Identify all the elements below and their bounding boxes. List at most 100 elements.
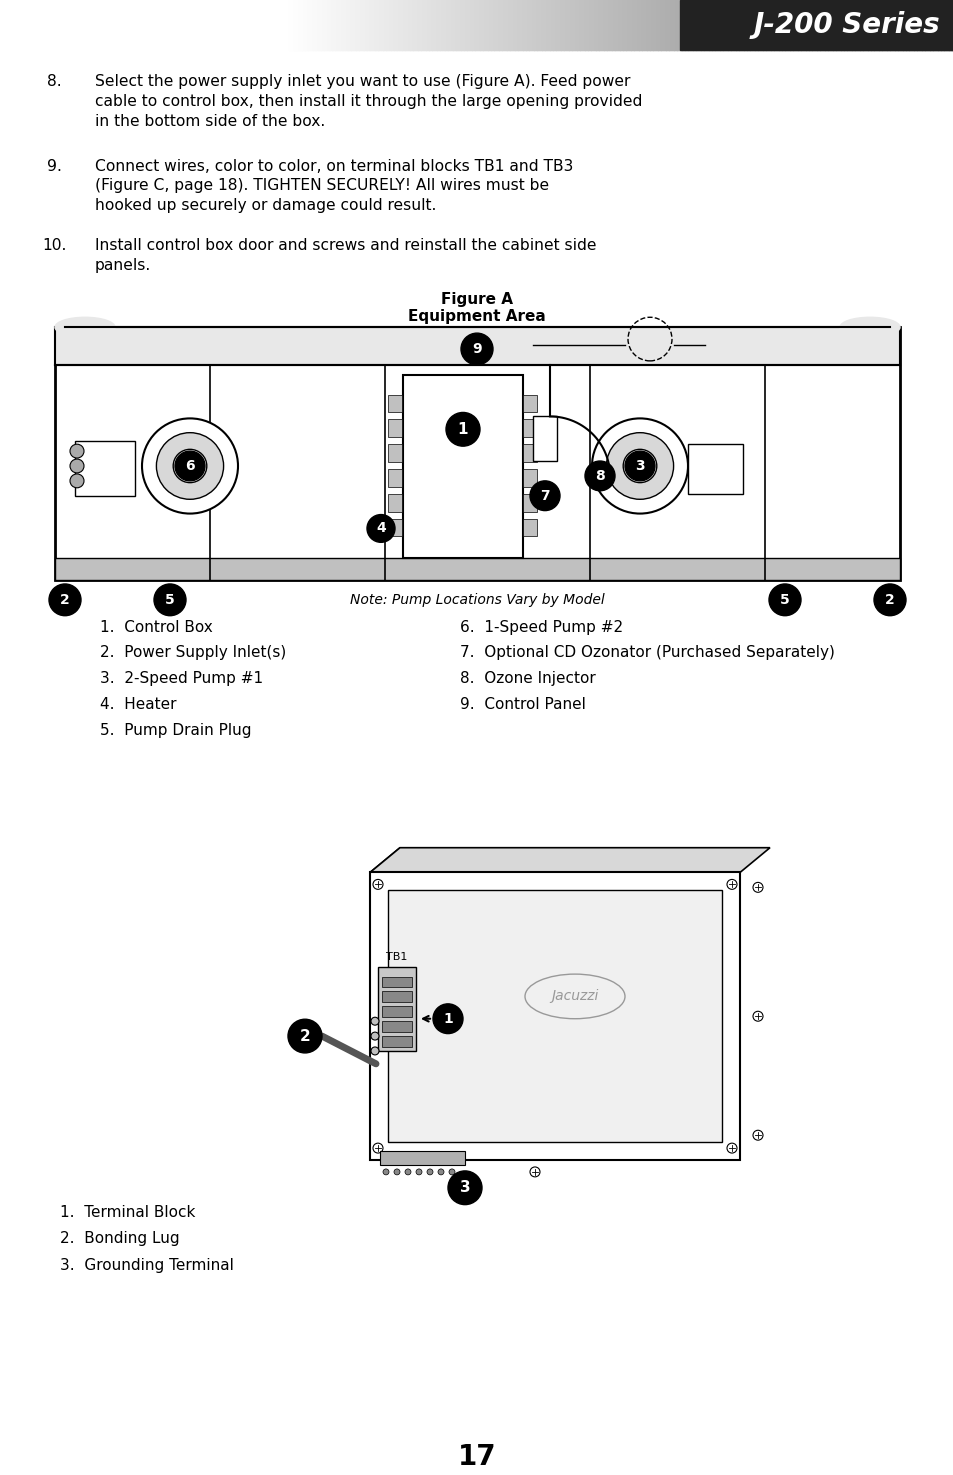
Bar [105, 0, 108, 50]
Bar [662, 0, 665, 50]
Bar [475, 0, 477, 50]
Bar [837, 0, 840, 50]
Bar [441, 0, 444, 50]
Bar [416, 0, 418, 50]
Bar [241, 0, 244, 50]
Bar [450, 0, 452, 50]
Bar [917, 0, 919, 50]
Bar [598, 0, 601, 50]
Bar [397, 0, 399, 50]
Bar [915, 0, 918, 50]
Bar [55, 558, 899, 580]
Bar [889, 0, 892, 50]
Bar [260, 0, 263, 50]
Text: 7: 7 [539, 488, 549, 503]
Bar [877, 0, 880, 50]
Bar [312, 0, 314, 50]
Text: J-200 Series: J-200 Series [753, 10, 939, 38]
Bar [103, 0, 106, 50]
Bar [841, 0, 842, 50]
Bar [262, 0, 265, 50]
Bar [136, 0, 139, 50]
Bar [186, 0, 189, 50]
Bar [395, 0, 398, 50]
Bar [565, 0, 568, 50]
Bar [508, 0, 511, 50]
Bar [322, 0, 325, 50]
Circle shape [405, 1168, 411, 1176]
Text: 17: 17 [457, 1443, 496, 1471]
Bar [388, 0, 390, 50]
Circle shape [394, 1168, 399, 1176]
Bar [798, 0, 800, 50]
Bar [222, 0, 225, 50]
Circle shape [592, 419, 687, 513]
Bar [384, 0, 387, 50]
Circle shape [367, 515, 395, 543]
Bar [898, 0, 900, 50]
Bar [533, 416, 557, 462]
Bar [672, 0, 675, 50]
Bar [335, 0, 337, 50]
Bar [141, 0, 144, 50]
Bar [372, 0, 375, 50]
Bar [407, 0, 409, 50]
Bar [243, 0, 246, 50]
Bar [764, 0, 766, 50]
Bar [586, 0, 589, 50]
Bar [254, 0, 256, 50]
Bar [36, 0, 39, 50]
Bar [831, 0, 833, 50]
Bar [727, 0, 730, 50]
Bar [821, 0, 823, 50]
Bar [769, 0, 771, 50]
Bar [656, 0, 659, 50]
Bar [513, 0, 516, 50]
Bar [550, 0, 552, 50]
Bar [379, 1150, 464, 1165]
Bar [245, 0, 247, 50]
Bar [453, 0, 456, 50]
Bar [10, 0, 12, 50]
Circle shape [70, 459, 84, 473]
Bar [615, 0, 618, 50]
Bar [21, 0, 23, 50]
Bar [381, 1006, 412, 1018]
Bar [779, 0, 781, 50]
Bar [596, 0, 598, 50]
Bar [476, 0, 479, 50]
Bar [731, 0, 733, 50]
Text: Figure A: Figure A [440, 292, 513, 307]
Bar [270, 0, 273, 50]
Bar [739, 0, 741, 50]
Bar [408, 0, 411, 50]
Bar [446, 0, 449, 50]
Bar [181, 0, 184, 50]
Circle shape [373, 879, 382, 889]
Bar [229, 0, 232, 50]
Bar [108, 0, 111, 50]
Bar [894, 0, 897, 50]
Bar [216, 0, 218, 50]
Bar [760, 0, 763, 50]
Bar [55, 327, 899, 580]
Bar [289, 0, 292, 50]
Bar [343, 0, 346, 50]
Bar [255, 0, 258, 50]
Bar [151, 0, 153, 50]
Bar [443, 0, 446, 50]
Circle shape [530, 481, 559, 510]
Bar [8, 0, 10, 50]
Bar [862, 0, 865, 50]
Bar [167, 0, 170, 50]
Bar [834, 0, 837, 50]
Bar [658, 0, 660, 50]
Bar [208, 0, 211, 50]
Bar [541, 0, 544, 50]
Bar [756, 0, 759, 50]
Text: 10.: 10. [42, 237, 67, 252]
Bar [562, 0, 565, 50]
Bar [224, 0, 227, 50]
Bar [855, 0, 857, 50]
Bar [856, 0, 859, 50]
